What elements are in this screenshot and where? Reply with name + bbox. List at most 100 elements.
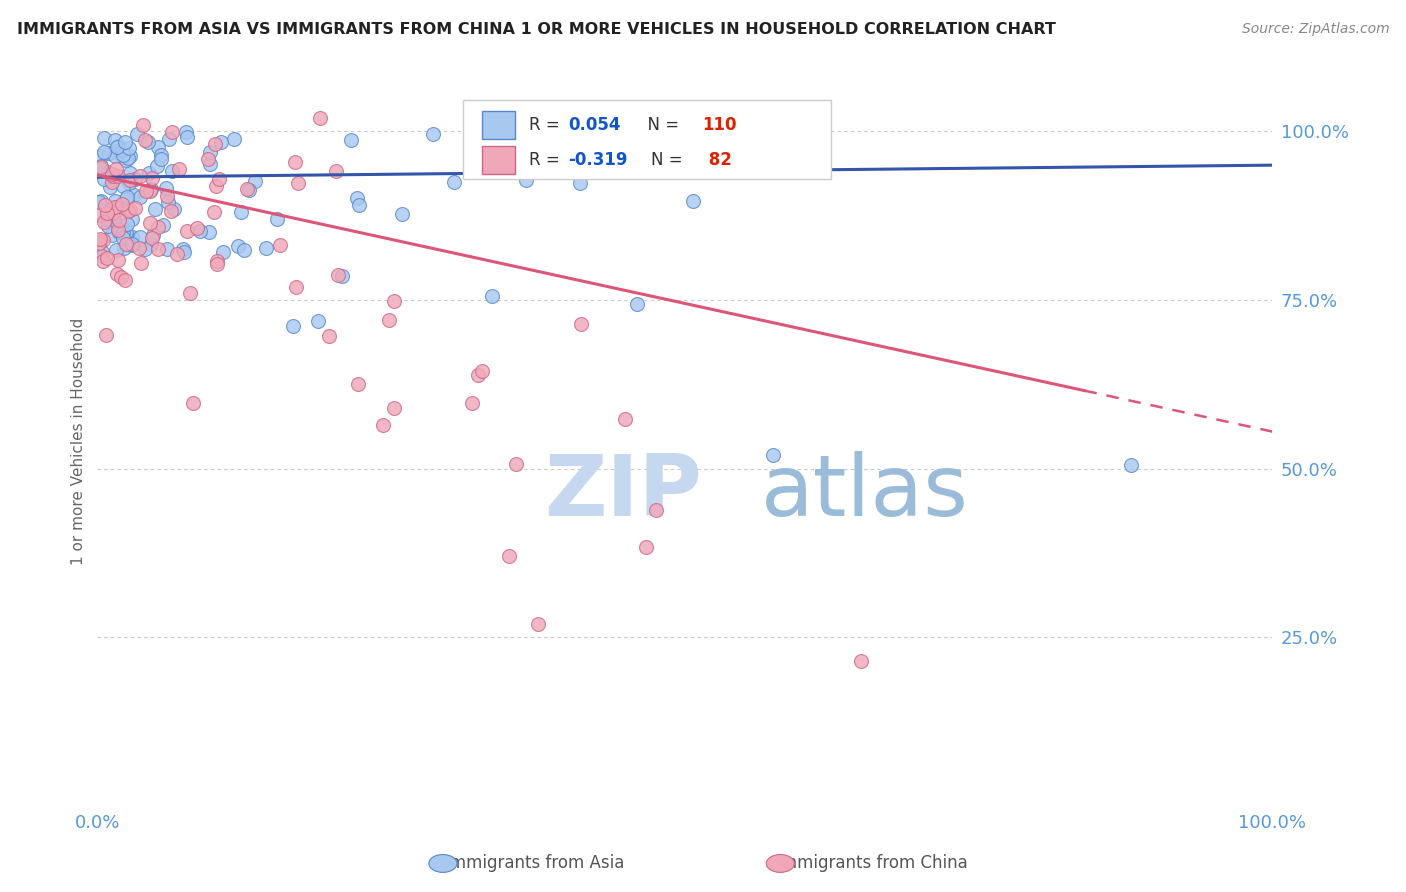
Point xyxy=(145,202,167,216)
Point xyxy=(243,174,266,188)
Point xyxy=(269,237,291,252)
Point xyxy=(89,235,111,250)
Point xyxy=(118,173,141,187)
Point xyxy=(104,201,127,215)
Point xyxy=(173,244,195,259)
Text: 0.054: 0.054 xyxy=(568,116,621,134)
Point xyxy=(204,136,226,151)
Point xyxy=(515,173,537,187)
Point xyxy=(527,616,550,631)
Point xyxy=(86,240,108,254)
Point xyxy=(287,176,309,190)
Point xyxy=(340,133,363,147)
Point xyxy=(266,212,288,227)
Point xyxy=(148,242,170,256)
Point xyxy=(139,185,162,199)
Point xyxy=(103,173,125,187)
Point xyxy=(89,161,111,176)
Point xyxy=(111,196,134,211)
Point xyxy=(155,181,177,195)
Point xyxy=(139,216,162,230)
Y-axis label: 1 or more Vehicles in Household: 1 or more Vehicles in Household xyxy=(72,318,86,566)
Point xyxy=(471,364,494,378)
Point xyxy=(118,176,141,190)
Point xyxy=(284,154,307,169)
Point xyxy=(197,153,219,167)
Point xyxy=(222,131,245,145)
Point xyxy=(568,176,591,190)
Point xyxy=(111,147,134,161)
Point xyxy=(111,143,134,157)
Point xyxy=(108,225,131,239)
Point xyxy=(160,203,183,218)
Point xyxy=(114,272,136,286)
Point xyxy=(107,222,129,236)
FancyBboxPatch shape xyxy=(482,111,515,138)
Point xyxy=(146,139,169,153)
Point xyxy=(129,256,152,270)
Point xyxy=(96,165,118,179)
Point xyxy=(205,254,228,268)
Point xyxy=(141,182,163,196)
Point xyxy=(176,129,198,144)
Point xyxy=(107,142,129,156)
Point xyxy=(89,209,111,223)
Point xyxy=(101,169,124,184)
Point xyxy=(626,297,648,311)
Point xyxy=(498,549,520,564)
Point xyxy=(1121,458,1143,473)
Point xyxy=(93,171,115,186)
Point xyxy=(232,243,254,257)
Point xyxy=(112,226,135,240)
Point xyxy=(115,229,138,244)
Point xyxy=(142,227,165,242)
Point xyxy=(127,128,149,142)
Text: R =: R = xyxy=(529,151,565,169)
Point xyxy=(384,294,406,309)
Point xyxy=(202,204,225,219)
Point xyxy=(284,280,307,294)
Point xyxy=(124,172,146,186)
Text: -0.319: -0.319 xyxy=(568,151,628,169)
Point xyxy=(132,118,155,132)
Point xyxy=(101,175,124,189)
Point xyxy=(118,149,141,163)
Point xyxy=(107,139,129,153)
Text: 110: 110 xyxy=(703,116,737,134)
Point xyxy=(107,252,129,267)
Point xyxy=(104,133,127,147)
Point xyxy=(138,166,160,180)
Point xyxy=(110,269,132,284)
FancyBboxPatch shape xyxy=(463,100,831,178)
Point xyxy=(157,132,180,146)
Point xyxy=(115,202,138,216)
Point xyxy=(89,232,111,246)
Point xyxy=(382,401,405,415)
Point xyxy=(98,180,121,194)
Point xyxy=(121,230,143,244)
Point xyxy=(254,241,277,255)
Point xyxy=(139,183,162,197)
Point xyxy=(105,203,128,218)
Point xyxy=(141,170,163,185)
Point xyxy=(90,194,112,208)
Point xyxy=(103,212,125,227)
Point xyxy=(235,181,257,195)
Point xyxy=(91,253,114,268)
Point xyxy=(422,127,444,141)
Point xyxy=(115,190,138,204)
Point xyxy=(330,268,353,283)
Point xyxy=(205,178,228,193)
Point xyxy=(160,164,183,178)
Point xyxy=(467,368,489,382)
Point xyxy=(636,541,658,555)
Point xyxy=(238,183,260,197)
Point xyxy=(96,251,118,265)
Point xyxy=(96,206,118,220)
Point xyxy=(205,257,228,271)
Point xyxy=(93,215,115,229)
Point xyxy=(117,204,139,219)
Point xyxy=(139,237,162,252)
Point xyxy=(101,227,124,242)
Text: Immigrants from China: Immigrants from China xyxy=(776,855,967,872)
